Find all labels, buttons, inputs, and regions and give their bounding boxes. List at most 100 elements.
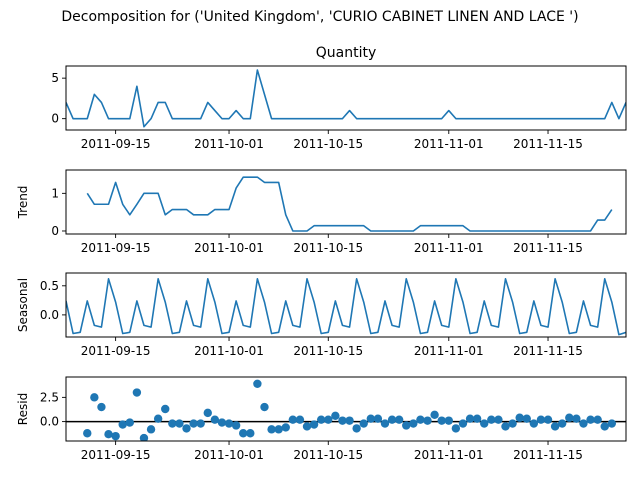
resid-point <box>402 421 411 430</box>
resid-point <box>338 416 347 425</box>
trend-xtick-label: 2011-11-01 <box>414 241 484 255</box>
quantity-xtick-label: 2011-10-15 <box>293 137 363 151</box>
resid-point <box>267 425 276 434</box>
resid-point <box>274 425 283 434</box>
resid-point <box>224 419 234 428</box>
resid-xtick-label: 2011-11-01 <box>414 448 484 462</box>
resid-point <box>295 415 305 424</box>
resid-point <box>217 418 227 427</box>
resid-point <box>175 419 184 428</box>
resid-point <box>558 419 567 428</box>
trend-xtick-label: 2011-11-15 <box>513 241 583 255</box>
resid-point <box>472 414 482 423</box>
seasonal-xtick-label: 2011-11-01 <box>414 344 484 358</box>
resid-point <box>125 418 134 427</box>
resid-point <box>189 419 198 428</box>
resid-point <box>394 415 404 424</box>
resid-point <box>387 415 397 424</box>
resid-point <box>366 414 376 423</box>
resid-point <box>529 419 539 428</box>
resid-point <box>409 419 418 428</box>
quantity-panel: Quantity 0 5 2011-09-15 2011-10-01 2011-10-15… <box>51 45 627 151</box>
seasonal-xtick-label: 2011-09-15 <box>81 344 151 358</box>
quantity-series-line <box>66 69 626 128</box>
resid-point <box>515 413 524 422</box>
resid-point <box>83 429 92 438</box>
resid-point <box>458 419 468 428</box>
resid-point <box>480 419 489 428</box>
resid-point <box>132 388 142 397</box>
resid-point <box>501 422 510 431</box>
resid-point <box>572 414 581 423</box>
resid-point <box>423 416 432 425</box>
resid-point <box>331 411 340 420</box>
trend-xtick-label: 2011-09-15 <box>81 241 151 255</box>
resid-point <box>543 415 553 424</box>
trend-panel: Trend 0 1 2011-09-15 2011-10-01 2011-10-15 201… <box>16 169 627 255</box>
seasonal-ylabel: Seasonal <box>16 278 30 332</box>
trend-ytick-label: 1 <box>51 186 59 200</box>
resid-point <box>260 402 269 412</box>
resid-point <box>373 414 383 423</box>
resid-point <box>104 430 113 439</box>
resid-point <box>203 408 212 418</box>
panels-group: Quantity 0 5 2011-09-15 2011-10-01 2011-10-15… <box>16 45 627 462</box>
resid-point <box>508 419 517 428</box>
resid-point <box>444 416 453 425</box>
resid-point <box>196 419 205 428</box>
quantity-xtick-label: 2011-09-15 <box>81 137 151 151</box>
resid-point <box>253 379 262 388</box>
resid-point <box>168 419 177 428</box>
resid-point <box>316 415 326 424</box>
resid-point <box>302 422 312 431</box>
trend-ytick-label: 0 <box>51 224 59 238</box>
trend-xtick-label: 2011-10-15 <box>293 241 363 255</box>
resid-ytick-label: 0.0 <box>40 415 59 429</box>
resid-point <box>593 415 602 424</box>
resid-point <box>324 415 333 424</box>
quantity-xtick-label: 2011-11-01 <box>414 137 484 151</box>
resid-point <box>288 415 298 424</box>
seasonal-series-line <box>66 278 626 336</box>
resid-ylabel: Resid <box>16 393 30 425</box>
resid-point <box>494 415 503 424</box>
resid-point <box>111 431 120 441</box>
resid-point <box>536 415 546 424</box>
quantity-title: Quantity <box>316 45 377 61</box>
trend-ylabel: Trend <box>16 186 30 220</box>
resid-point <box>579 419 588 428</box>
resid-xtick-label: 2011-11-15 <box>513 448 583 462</box>
resid-point <box>231 421 241 430</box>
quantity-ytick-label: 0 <box>51 112 59 126</box>
resid-point <box>97 402 106 412</box>
quantity-xtick-label: 2011-10-01 <box>194 137 264 151</box>
trend-xtick-label: 2011-10-01 <box>194 241 264 255</box>
seasonal-frame <box>65 272 627 338</box>
resid-point <box>465 414 475 423</box>
resid-panel: Resid 0.0 2.5 2011-09-15 2011-10-01 2011-10-1… <box>16 376 627 462</box>
quantity-ytick-label: 5 <box>51 71 59 85</box>
seasonal-xtick-label: 2011-10-15 <box>293 344 363 358</box>
resid-frame <box>65 376 627 442</box>
seasonal-xtick-label: 2011-11-15 <box>513 344 583 358</box>
figure-suptitle: Decomposition for ('United Kingdom', 'CU… <box>61 9 578 25</box>
resid-point <box>437 416 446 425</box>
resid-point <box>607 419 617 428</box>
trend-frame <box>65 169 627 235</box>
resid-point <box>153 414 163 423</box>
resid-point <box>239 429 248 438</box>
resid-point <box>118 420 127 429</box>
resid-point <box>161 404 170 414</box>
trend-series-line <box>86 176 613 232</box>
resid-point <box>565 413 574 422</box>
resid-xtick-label: 2011-09-15 <box>81 448 151 462</box>
resid-point <box>139 433 149 441</box>
resid-point <box>281 423 290 432</box>
resid-point <box>345 416 354 425</box>
resid-point <box>550 422 560 431</box>
resid-point <box>246 429 255 438</box>
seasonal-panel: Seasonal 0.0 0.5 2011-09-15 2011-10-01 2011-1… <box>16 272 627 358</box>
resid-point <box>416 415 425 424</box>
resid-point <box>359 419 368 428</box>
